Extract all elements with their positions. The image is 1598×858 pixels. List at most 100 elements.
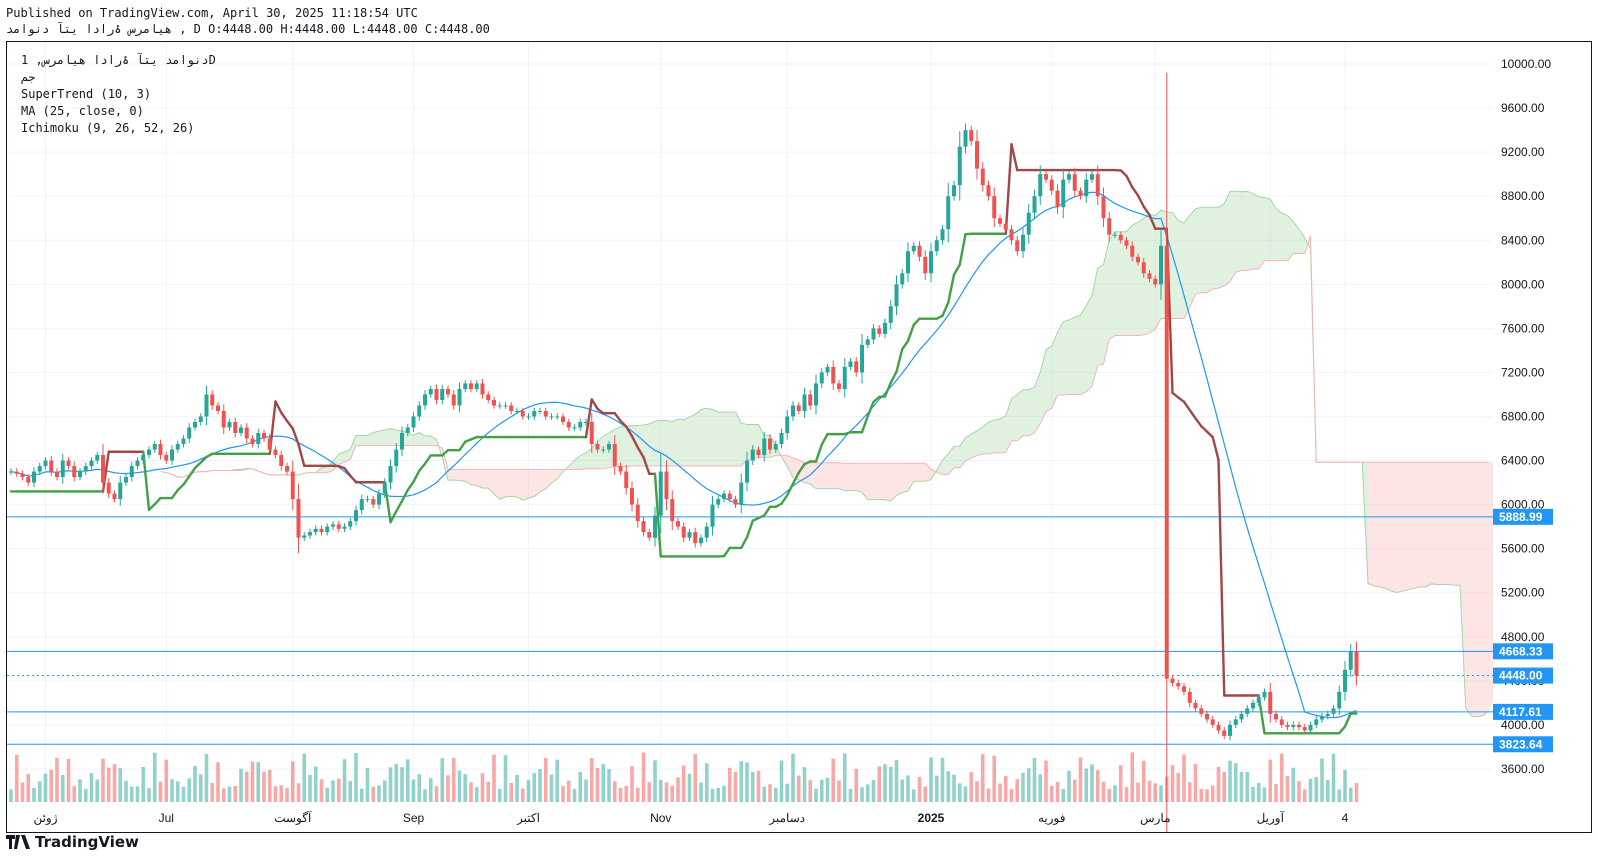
candle-body [336,524,341,529]
candle-body [911,245,916,252]
candle-body [612,444,617,467]
candle-body [9,471,13,473]
supertrend-segment [142,450,151,511]
candle-body [1026,212,1031,235]
cloud-segment [1218,203,1225,289]
candle-body [745,460,749,483]
candle-body [313,528,318,533]
x-tick-label: Nov [650,811,671,825]
cloud-segment [1414,462,1420,589]
cloud-segment [867,463,874,500]
supertrend-segment [458,440,467,452]
price-tag-bg [1493,703,1553,720]
volume-bar [1038,774,1043,802]
supertrend-segment [596,407,605,415]
cloud-segment [586,448,592,469]
candle-body [480,383,485,395]
candle-body [405,427,410,434]
volume-bar [141,766,146,802]
candle-body [681,526,686,538]
candle-body [946,196,951,230]
candle-body [814,383,818,406]
volume-bar [1159,785,1163,802]
cloud-segment [1155,209,1161,330]
candle-body [589,422,594,445]
chart-panel[interactable]: 3600.004000.004400.004800.005200.005600.… [6,41,1592,833]
cloud-segment [425,435,431,446]
volume-bar [860,787,864,802]
volume-bar [952,774,956,802]
volume-bar [37,781,42,802]
candle-body [929,251,933,274]
candle-body [980,168,985,186]
volume-bar [388,767,393,802]
candle-body [1101,196,1106,219]
candle-body [78,471,82,478]
volume-bar [1153,783,1158,802]
candle-body [1187,691,1192,703]
y-tick-label: 3600.00 [1501,762,1545,776]
cloud-segment [1212,207,1219,289]
volume-bar [112,764,117,802]
volume-bar [750,771,755,802]
volume-bar [618,787,623,802]
cloud-segment [1000,415,1006,453]
volume-bar [1245,771,1250,802]
volume-bar [1302,789,1307,802]
supertrend-segment [763,505,772,517]
candle-body [768,438,772,450]
volume-bar [1274,784,1278,802]
chart-svg[interactable]: 3600.004000.004400.004800.005200.005600.… [7,42,1591,832]
supertrend-segment [291,427,300,446]
volume-bar [83,789,88,802]
candle-body [365,499,370,501]
candle-body [1182,686,1186,692]
cloud-segment [873,463,880,500]
cloud-segment [499,469,506,500]
volume-bar [687,773,692,802]
cloud-segment [885,463,891,502]
legend-ichimoku[interactable]: Ichimoku (9, 26, 52, 26) [21,121,195,135]
volume-bar [785,783,790,802]
volume-bar [359,788,364,802]
volume-bar [250,761,255,802]
volume-bar [446,775,450,802]
cloud-segment [643,423,650,467]
volume-bar [394,764,399,802]
cloud-segment [1074,315,1081,395]
volume-bar [1228,760,1232,802]
cloud-segment [1391,462,1397,593]
supertrend-segment [1004,143,1013,235]
volume-bar [837,780,841,802]
legend-ma[interactable]: MA (25, close, 0) [21,104,144,118]
cloud-segment [1011,394,1018,441]
cloud-segment [1454,462,1460,586]
candle-body [135,460,140,467]
supertrend-segment [188,466,197,478]
candle-body [428,388,433,395]
cloud-segment [844,463,851,491]
volume-bar [72,786,77,802]
volume-bar [791,753,795,802]
cloud-segment [666,420,673,467]
legend-supertrend[interactable]: SuperTrend (10, 3) [21,87,152,101]
candle-body [630,488,634,505]
y-tick-label: 4000.00 [1501,718,1545,732]
supertrend-segment [814,443,823,463]
x-tick-label: آگوست [274,810,312,825]
volume-bar [693,754,698,802]
candle-body [204,394,209,417]
candle-body [14,471,19,474]
candle-body [463,383,468,389]
x-tick-label: Jul [159,811,174,825]
cloud-segment [729,412,736,467]
candle-body [624,471,629,489]
volume-bar [49,769,54,802]
supertrend-segment [653,472,662,558]
x-tick-label: 2025 [918,811,945,825]
candle-body [877,328,882,334]
candle-body [434,388,439,400]
cloud-segment [977,426,983,456]
volume-bar [170,779,174,802]
candle-body [49,460,54,472]
